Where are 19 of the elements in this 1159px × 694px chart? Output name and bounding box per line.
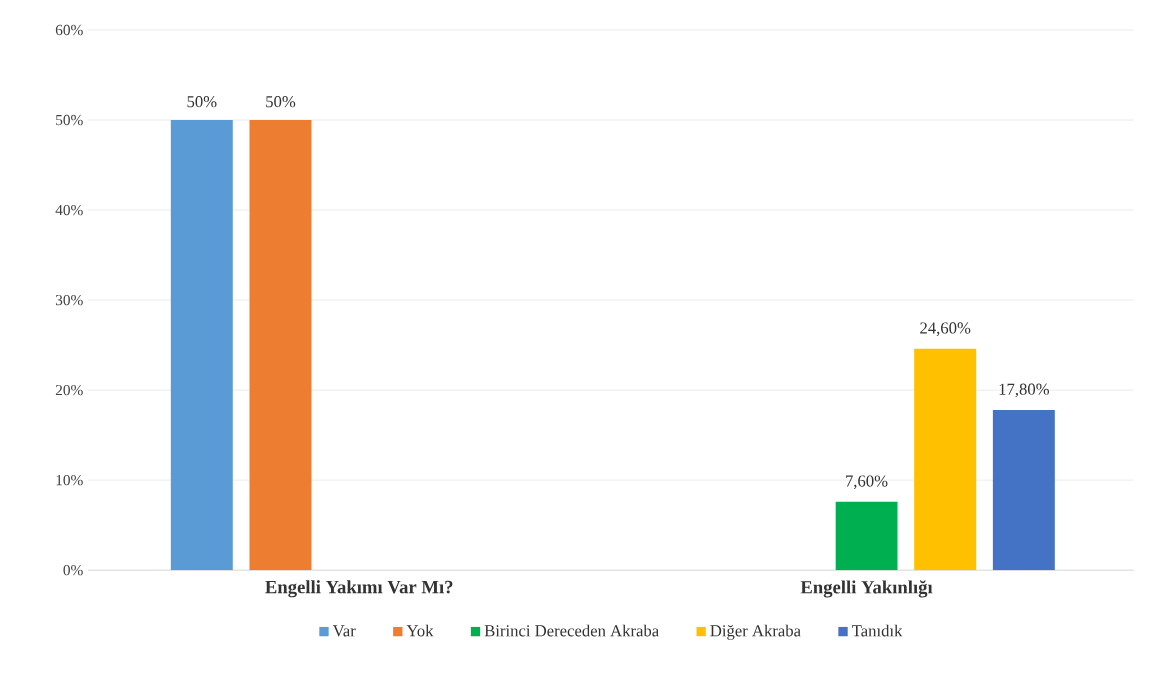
legend-label: Birinci Dereceden Akraba [484,624,659,637]
y-tick-label: 60% [55,25,83,36]
data-label: 50% [187,96,217,108]
data-label: 7,60% [846,475,888,490]
y-tick-label: 10% [56,475,83,486]
legend-label: Var [332,625,356,637]
y-tick-label: 50% [56,115,83,126]
legend-label: Diğer Akraba [710,624,801,641]
y-tick-label: 0% [63,565,83,576]
x-tick-label: Engelli Yakınlığı [800,580,933,598]
data-label: 17,80% [999,383,1050,398]
y-tick-label: 40% [55,205,83,216]
data-label: 24,60% [920,322,971,337]
x-tick-label: Engelli Yakımı Var Mı? [265,580,453,598]
y-tick-label: 20% [55,385,83,396]
legend-label: Tanıdık [851,624,903,637]
y-tick-label: 30% [55,295,83,306]
legend-label: Yok [406,624,434,637]
data-label: 50% [266,96,296,108]
